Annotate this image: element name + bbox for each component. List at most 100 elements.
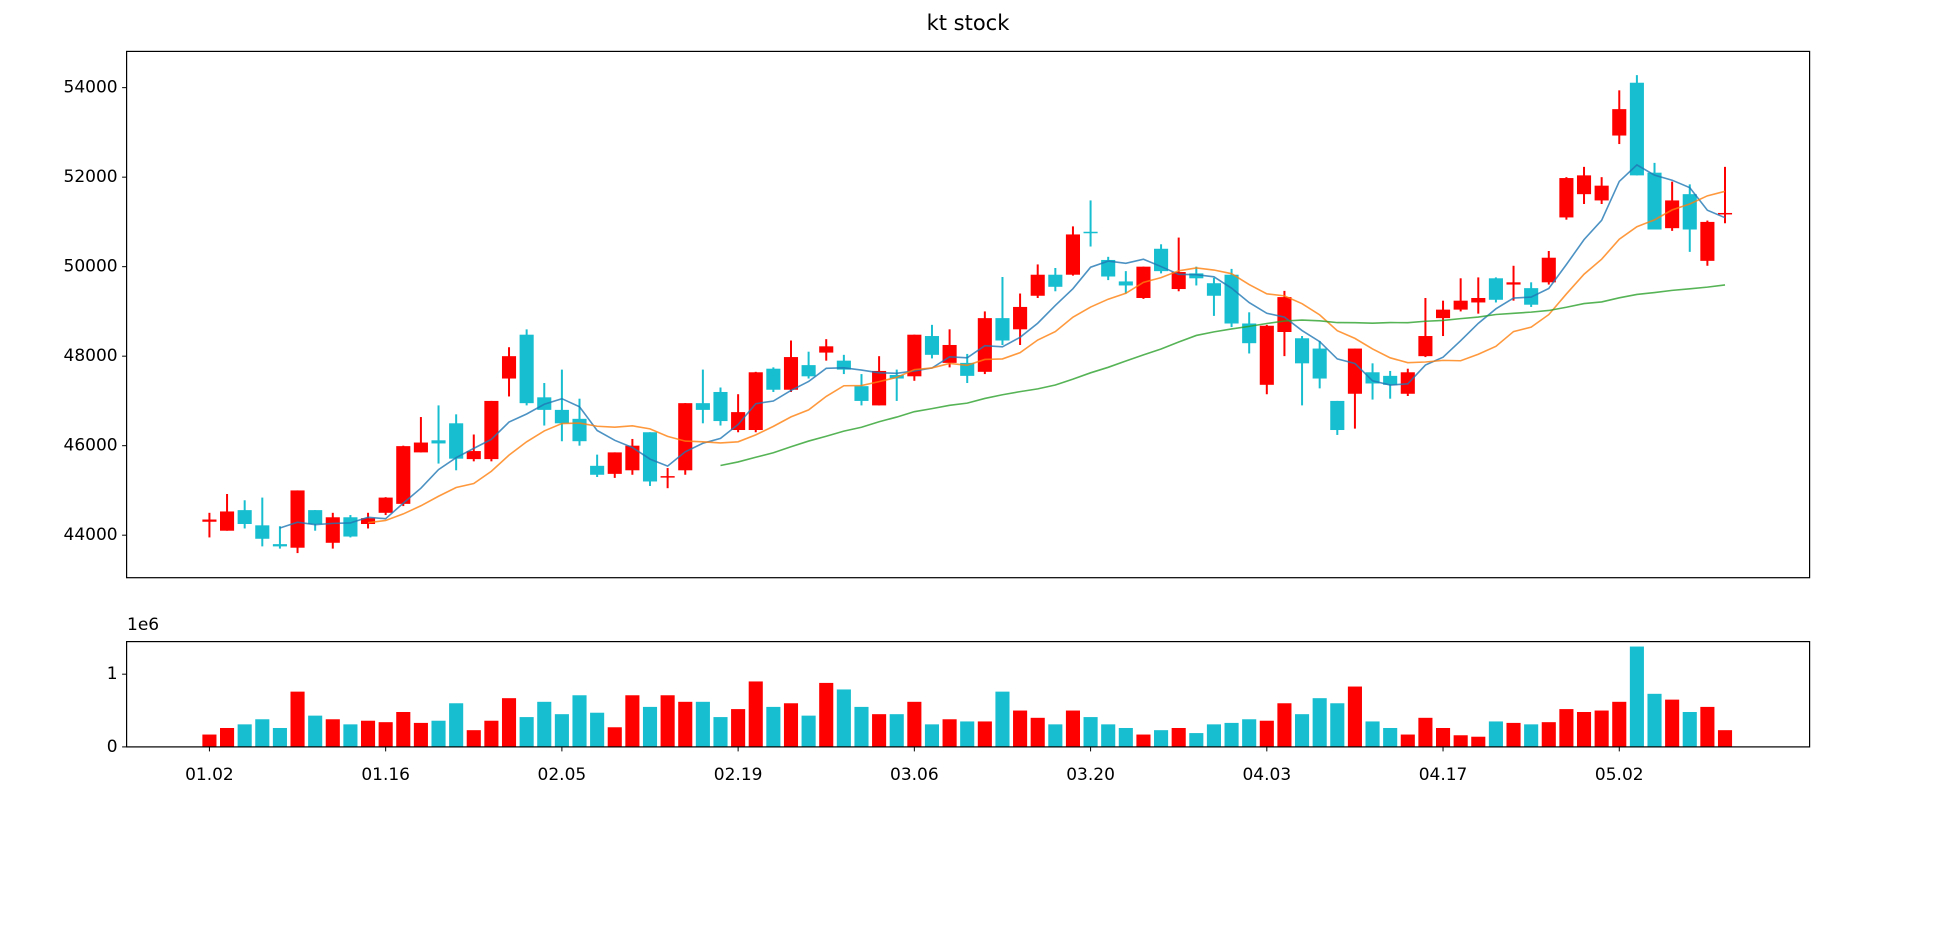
volume-bar xyxy=(202,734,217,747)
volume-bar xyxy=(1171,727,1186,747)
volume-bar xyxy=(290,691,305,747)
candle-body xyxy=(642,432,658,482)
axes-frame xyxy=(125,640,1811,748)
volume-bar xyxy=(378,722,393,747)
volume-bar xyxy=(519,717,534,747)
volume-bar xyxy=(360,720,376,747)
volume-bar xyxy=(308,715,323,747)
volume-bar xyxy=(255,719,270,747)
volume-bar xyxy=(1629,646,1644,747)
candle-body xyxy=(1083,231,1098,234)
volume-bar xyxy=(1206,724,1221,747)
candle-body xyxy=(1647,172,1662,230)
candle-body xyxy=(660,476,675,478)
volume-bar xyxy=(554,714,569,747)
candle-body xyxy=(1541,257,1556,283)
candle-body xyxy=(1330,400,1345,431)
candle-body xyxy=(519,334,534,404)
y-tick-label: 52000 xyxy=(64,167,118,187)
candle-body xyxy=(431,440,446,444)
volume-bar xyxy=(572,695,587,747)
candle-body xyxy=(625,445,640,471)
volume-bar xyxy=(396,711,411,747)
volume-bar xyxy=(801,715,816,747)
volume-bar xyxy=(1576,711,1592,747)
volume-bar xyxy=(642,706,658,747)
candle-body xyxy=(607,452,622,474)
candle-body xyxy=(360,518,376,524)
volume-bar xyxy=(1013,710,1028,747)
volume-bar xyxy=(1224,722,1239,747)
candle-body xyxy=(1048,274,1063,287)
candle-body xyxy=(1576,175,1592,195)
candle-body xyxy=(1189,273,1204,279)
candle-body xyxy=(801,365,816,377)
candle-body xyxy=(1013,306,1028,330)
volume-bar xyxy=(942,719,957,747)
candle-body xyxy=(1118,281,1133,286)
volume-bar xyxy=(1717,730,1733,747)
volume-bar xyxy=(1330,703,1345,747)
volume-bar xyxy=(1136,734,1151,747)
volume-bar xyxy=(1471,736,1486,747)
volume-bar xyxy=(854,706,869,747)
volume-bar xyxy=(1665,699,1680,747)
volume-bar xyxy=(783,703,799,747)
x-tick-label: 03.20 xyxy=(1066,765,1115,785)
candle-body xyxy=(1030,274,1045,296)
volume-bar xyxy=(1400,734,1415,747)
candle-body xyxy=(783,357,799,390)
candle-body xyxy=(995,318,1010,341)
y-tick-label: 46000 xyxy=(64,436,118,456)
candle-body xyxy=(1101,259,1116,277)
candle-body xyxy=(872,370,887,406)
volume-bar xyxy=(960,721,975,747)
volume-bar xyxy=(272,727,287,747)
candle-body xyxy=(449,423,464,459)
volume-bar xyxy=(431,720,446,747)
candle-body xyxy=(1612,109,1627,136)
volume-bar xyxy=(220,727,235,747)
candle-body xyxy=(1488,278,1503,300)
volume-bar xyxy=(995,691,1010,747)
candle-body xyxy=(413,442,428,453)
candle-body xyxy=(1559,178,1574,218)
volume-bar xyxy=(1365,721,1380,747)
x-tick-label: 02.19 xyxy=(714,765,763,785)
moving-average-line xyxy=(279,163,1726,529)
volume-bar xyxy=(625,695,640,747)
volume-bar xyxy=(731,709,746,747)
volume-bar xyxy=(1418,717,1433,747)
candle-body xyxy=(960,362,975,376)
volume-bar xyxy=(907,701,922,747)
y-tick-label: 44000 xyxy=(64,525,118,545)
candle-body xyxy=(695,403,710,410)
volume-bar xyxy=(766,706,781,747)
candle-body xyxy=(1154,248,1169,272)
candle-body xyxy=(590,465,605,475)
candle-body xyxy=(202,519,217,522)
volume-bar xyxy=(237,724,252,747)
candle-body xyxy=(396,446,411,504)
candle-body xyxy=(1665,200,1680,229)
volume-bar xyxy=(1242,719,1257,747)
volume-bar xyxy=(343,724,358,747)
candle-body xyxy=(1453,300,1468,310)
candle-body xyxy=(1506,282,1521,285)
candle-body xyxy=(1171,272,1186,290)
volume-bar xyxy=(1189,733,1204,747)
volume-bar xyxy=(819,682,834,747)
moving-average-line xyxy=(720,284,1726,467)
candle-body xyxy=(836,360,851,370)
volume-bar xyxy=(1559,709,1574,747)
volume-bar xyxy=(1065,710,1081,747)
volume-bar xyxy=(713,717,728,747)
volume-bar xyxy=(1612,701,1627,747)
volume-bar xyxy=(1541,722,1556,747)
candle-body xyxy=(1224,274,1239,324)
volume-bar xyxy=(1277,703,1292,747)
candle-body xyxy=(308,510,323,524)
volume-bar xyxy=(872,714,887,747)
candle-body xyxy=(1435,309,1451,319)
